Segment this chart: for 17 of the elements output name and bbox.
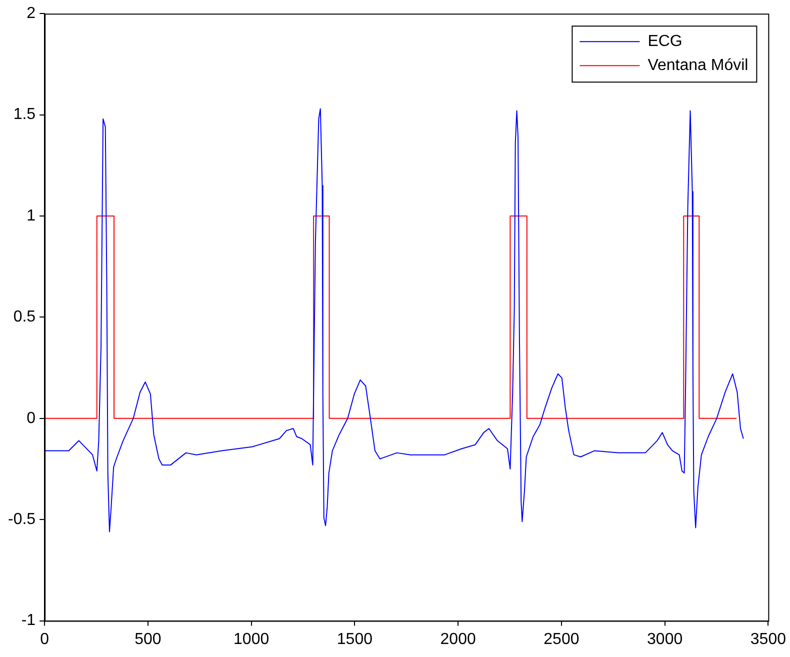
x-tick-label: 1500 <box>336 630 373 648</box>
y-tick-label: 0.5 <box>13 308 36 326</box>
legend-label: ECG <box>648 33 682 50</box>
y-tick-label: 0 <box>26 410 36 427</box>
x-tick-label: 2000 <box>440 630 476 648</box>
x-tick-label: 3000 <box>647 630 683 648</box>
y-tick-label: 1.5 <box>13 106 36 124</box>
x-tick-label: 3500 <box>750 630 786 648</box>
x-tick-label: 1000 <box>234 630 270 648</box>
y-tick-label: -1 <box>21 612 36 630</box>
y-tick-label: -0.5 <box>8 511 36 528</box>
y-tick-label: 1 <box>26 207 36 224</box>
legend-label: Ventana Móvil <box>648 57 748 74</box>
y-tick-label: 2 <box>26 5 36 22</box>
x-tick-label: 2500 <box>544 630 580 648</box>
x-tick-label: 0 <box>40 630 50 648</box>
x-tick-label: 500 <box>134 630 162 648</box>
